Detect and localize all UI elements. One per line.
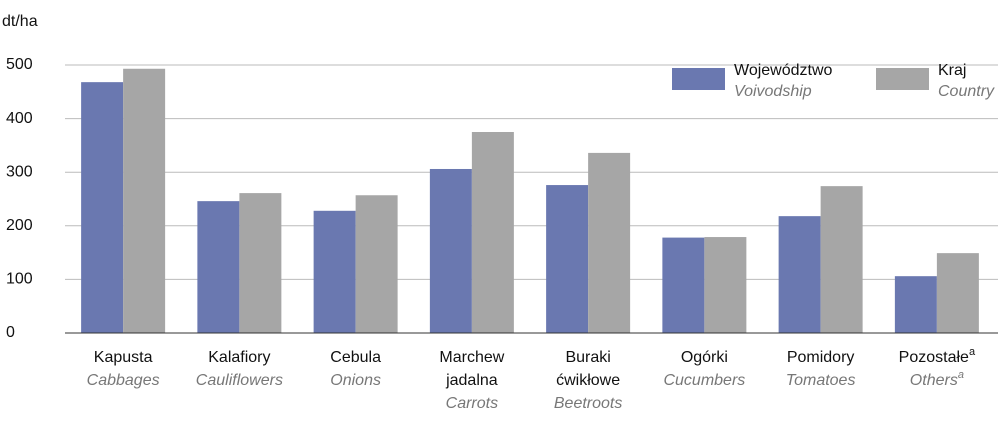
category-name: jadalna <box>445 372 498 389</box>
category-name: Kalafiory <box>208 349 270 366</box>
bar <box>355 195 398 333</box>
y-tick-label: 100 <box>6 271 33 288</box>
legend-label-en: Voivodship <box>734 83 812 100</box>
legend-swatch <box>876 68 929 90</box>
x-tick-label-en: Tomatoes <box>786 372 856 389</box>
bar <box>429 168 472 333</box>
footnote-mark: a <box>958 369 964 381</box>
category-name-en: Beetroots <box>554 395 622 412</box>
x-tick-label-en: Onions <box>330 372 381 389</box>
y-tick-label: 400 <box>6 110 33 127</box>
x-tick-label: Buraki <box>565 349 610 366</box>
x-tick-label: ćwikłowe <box>556 372 620 389</box>
bar <box>894 276 937 333</box>
x-tick-label: Cebula <box>330 349 381 366</box>
bar <box>778 216 821 333</box>
bar <box>239 193 282 333</box>
footnote-mark: a <box>969 346 976 358</box>
category-name: Ogórki <box>681 349 728 366</box>
category-name-en: Carrots <box>446 395 498 412</box>
x-tick-label: Marchew <box>439 349 504 366</box>
legend-label-en: Country <box>938 83 995 100</box>
y-tick-label: 200 <box>6 217 33 234</box>
y-tick-label: 500 <box>6 56 33 73</box>
legend-swatch <box>672 68 725 90</box>
category-name: Pomidory <box>787 349 855 366</box>
category-name-en: Cauliflowers <box>196 372 283 389</box>
bar <box>81 82 124 333</box>
category-name-en: Cucumbers <box>663 372 745 389</box>
bar <box>197 201 240 333</box>
x-tick-label-en: Beetroots <box>554 395 622 412</box>
y-tick-label: 0 <box>6 324 15 341</box>
category-name: Buraki <box>565 349 610 366</box>
bar <box>313 210 356 333</box>
x-tick-label: Pozostałea <box>899 346 976 366</box>
x-tick-label: Ogórki <box>681 349 728 366</box>
bar <box>546 185 589 333</box>
bar <box>936 253 979 333</box>
x-tick-label: Pomidory <box>787 349 855 366</box>
x-tick-label: Kapusta <box>94 349 153 366</box>
category-name: ćwikłowe <box>556 372 620 389</box>
y-tick-label: 300 <box>6 163 33 180</box>
x-tick-label-en: Cucumbers <box>663 372 745 389</box>
category-name-en: Tomatoes <box>786 372 856 389</box>
bar <box>471 132 514 333</box>
x-tick-label-en: Cabbages <box>87 372 160 389</box>
bar <box>820 186 863 333</box>
category-name-en: Cabbages <box>87 372 160 389</box>
y-axis-label: dt/ha <box>2 13 38 30</box>
x-tick-label-en: Carrots <box>446 395 498 412</box>
category-name: Cebula <box>330 349 381 366</box>
category-name-en: Others <box>910 372 958 389</box>
x-tick-label-en: Cauliflowers <box>196 372 283 389</box>
category-name: Kapusta <box>94 349 153 366</box>
category-name-en: Onions <box>330 372 381 389</box>
bar <box>704 237 747 333</box>
x-tick-label: jadalna <box>445 372 498 389</box>
bar <box>123 68 166 333</box>
x-tick-label-en: Othersa <box>910 369 964 389</box>
legend-label: Kraj <box>938 62 966 79</box>
legend-label: Województwo <box>734 62 833 79</box>
x-tick-label: Kalafiory <box>208 349 270 366</box>
bar <box>588 152 631 333</box>
category-name: Marchew <box>439 349 504 366</box>
category-name: Pozostałe <box>899 349 969 366</box>
bar <box>662 237 705 333</box>
